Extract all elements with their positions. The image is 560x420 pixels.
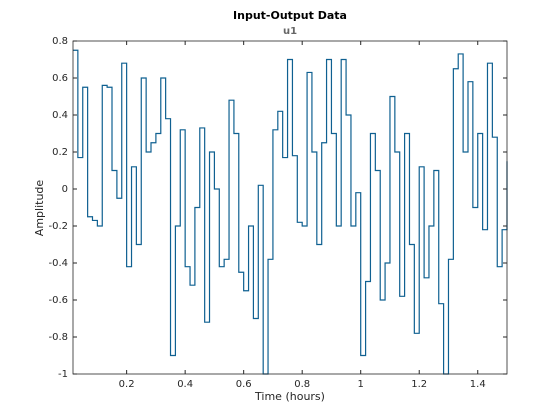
y-tick-label: 0.6 <box>52 73 68 84</box>
x-tick-label: 0.6 <box>236 379 252 390</box>
x-axis-label: Time (hours) <box>254 390 325 403</box>
axes-box <box>72 40 508 375</box>
y-tick-label: 0 <box>62 184 68 195</box>
y-tick-label: 0.8 <box>52 36 68 47</box>
x-tick-label: 1 <box>358 379 364 390</box>
x-tick-label: 0.2 <box>119 379 135 390</box>
y-tick-label: -1 <box>58 369 68 380</box>
y-tick-label: -0.6 <box>48 295 68 306</box>
y-tick-label: 0.2 <box>52 147 68 158</box>
x-tick-label: 0.4 <box>177 379 193 390</box>
data-line <box>73 49 508 375</box>
x-tick-label: 1.2 <box>411 379 427 390</box>
y-axis-label: Amplitude <box>33 180 46 237</box>
plot-area <box>73 41 507 374</box>
y-tick-label: 0.4 <box>52 110 68 121</box>
chart-title: Input-Output Data <box>233 9 347 22</box>
y-tick-label: -0.8 <box>48 332 68 343</box>
x-tick-label: 0.8 <box>294 379 310 390</box>
y-tick-label: -0.4 <box>48 258 68 269</box>
x-tick-label: 1.4 <box>470 379 486 390</box>
chart-subtitle: u1 <box>283 26 297 37</box>
y-tick-label: -0.2 <box>48 221 68 232</box>
